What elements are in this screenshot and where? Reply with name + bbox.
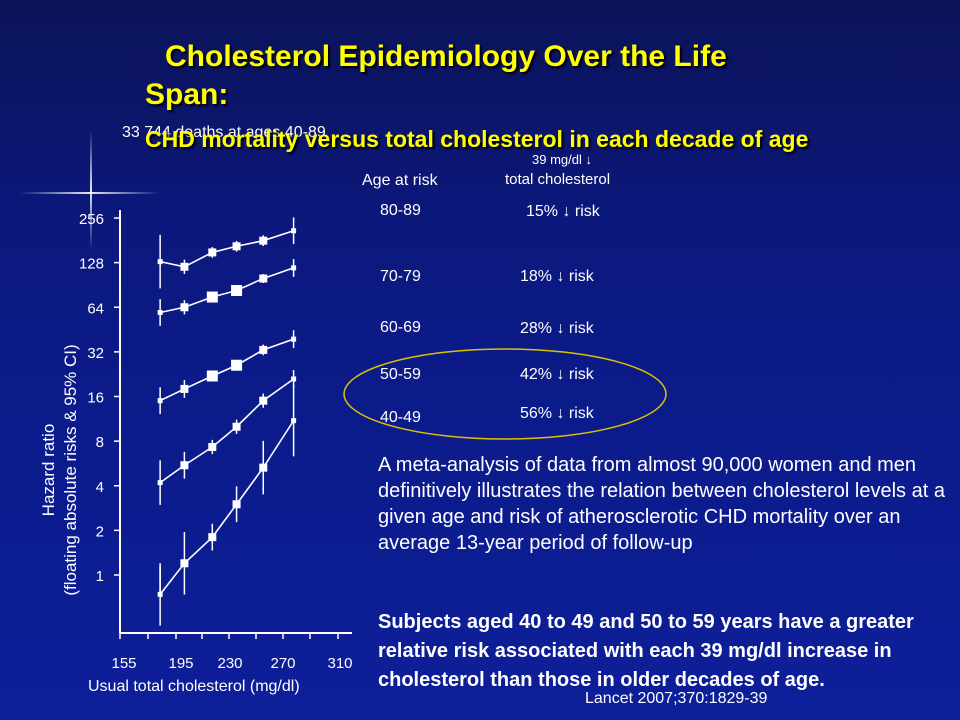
age-label-50-59: 50-59: [380, 366, 421, 383]
y-tick-label-2: 2: [96, 523, 104, 540]
slide-title: Cholesterol Epidemiology Over the Life S…: [145, 38, 935, 114]
age-label-40-49: 40-49: [380, 409, 421, 426]
header-band: [0, 0, 960, 190]
age-label-60-69: 60-69: [380, 319, 421, 336]
data-point-70-79-4: [259, 274, 268, 283]
data-point-60-69-2: [206, 370, 218, 382]
title-line-1: Cholesterol Epidemiology Over the Life: [165, 40, 727, 73]
light-flare-horizontal: [20, 192, 160, 194]
age-at-risk-header: Age at risk: [362, 172, 438, 189]
age-label-70-79: 70-79: [380, 268, 421, 285]
data-point-80-89-0: [157, 259, 163, 265]
risk-label-60-69: 28% ↓ risk: [520, 320, 594, 337]
data-point-70-79-1: [180, 303, 189, 312]
y-tick-label-128: 128: [79, 256, 104, 273]
data-point-80-89-5: [291, 228, 297, 234]
series-line-40-49: [159, 420, 295, 595]
risk-label-40-49: 56% ↓ risk: [520, 405, 594, 422]
data-point-70-79-3: [231, 285, 243, 297]
data-point-80-89-4: [259, 236, 268, 245]
y-tick-label-8: 8: [96, 434, 104, 451]
light-flare: [90, 130, 92, 250]
data-point-50-59-0: [157, 480, 163, 486]
risk-label-70-79: 18% ↓ risk: [520, 268, 594, 285]
data-point-50-59-2: [208, 443, 217, 452]
data-point-80-89-3: [232, 242, 241, 251]
conclusion-paragraph: Subjects aged 40 to 49 and 50 to 59 year…: [378, 611, 914, 691]
y-tick-label-16: 16: [87, 390, 104, 407]
data-point-70-79-5: [291, 265, 297, 271]
data-point-60-69-4: [259, 345, 268, 354]
x-tick-label-195: 195: [168, 655, 193, 672]
data-point-40-49-2: [208, 533, 217, 542]
data-point-50-59-1: [180, 461, 189, 470]
title-line-2: Span:: [145, 78, 229, 111]
x-tick-label-155: 155: [111, 655, 136, 672]
data-point-50-59-4: [259, 396, 268, 405]
x-tick-label-270: 270: [270, 655, 295, 672]
data-point-70-79-0: [157, 309, 163, 315]
data-point-70-79-2: [206, 291, 218, 303]
x-tick-label-230: 230: [217, 655, 242, 672]
slide-subtitle: CHD mortality versus total cholesterol i…: [145, 126, 809, 152]
mg-decrease-header: 39 mg/dl ↓: [532, 152, 592, 167]
series-line-50-59: [159, 378, 295, 484]
data-point-40-49-5: [291, 418, 297, 424]
citation: Lancet 2007;370:1829-39: [585, 690, 768, 707]
data-point-60-69-3: [231, 359, 243, 371]
data-point-40-49-1: [180, 559, 189, 568]
y-tick-label-32: 32: [87, 345, 104, 362]
data-point-40-49-4: [259, 463, 268, 472]
y-tick-label-1: 1: [96, 568, 104, 585]
data-point-50-59-3: [232, 422, 241, 431]
age-label-80-89: 80-89: [380, 202, 421, 219]
data-point-60-69-5: [291, 336, 297, 342]
y-tick-label-256: 256: [79, 211, 104, 228]
x-axis-label: Usual total cholesterol (mg/dl): [88, 678, 300, 695]
series-line-70-79: [159, 267, 294, 314]
risk-label-80-89: 15% ↓ risk: [526, 203, 600, 220]
series-line-60-69: [159, 338, 294, 402]
data-point-40-49-3: [232, 500, 241, 509]
x-tick-label-310: 310: [327, 655, 352, 672]
y-tick-label-4: 4: [96, 479, 104, 496]
total-cholesterol-header: total cholesterol: [505, 171, 611, 188]
data-point-60-69-0: [157, 398, 163, 404]
meta-analysis-paragraph: A meta-analysis of data from almost 90,0…: [378, 454, 945, 554]
deaths-note: 33 744 deaths at ages 40-89: [122, 124, 326, 141]
highlight-ellipse: [343, 348, 667, 440]
data-point-80-89-1: [180, 262, 189, 271]
series-line-80-89: [159, 229, 294, 268]
data-point-60-69-1: [180, 384, 189, 393]
risk-label-50-59: 42% ↓ risk: [520, 366, 594, 383]
data-point-50-59-5: [291, 376, 297, 382]
data-point-80-89-2: [208, 248, 217, 257]
y-tick-label-64: 64: [87, 300, 104, 317]
